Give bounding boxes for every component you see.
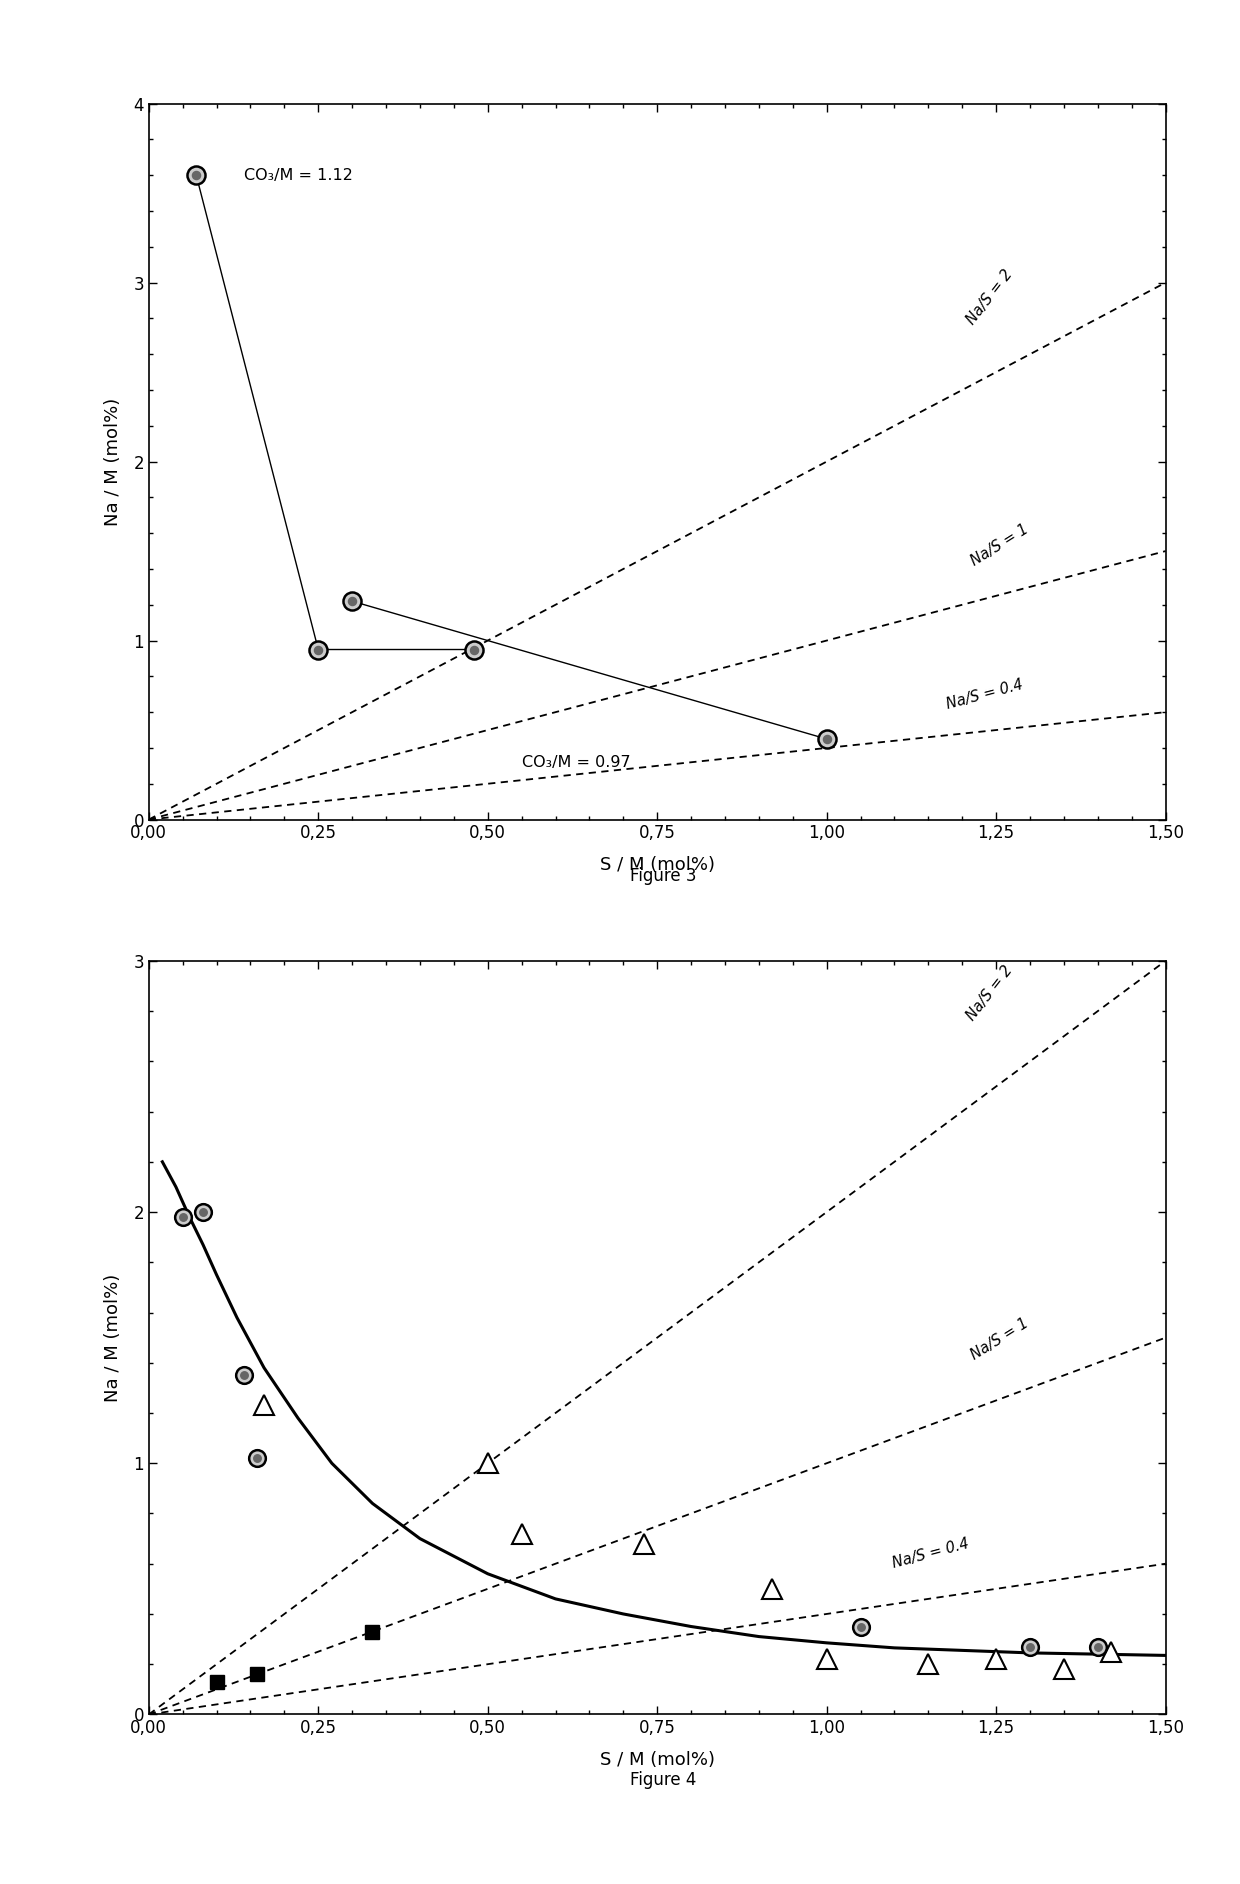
Text: Na/S = 0.4: Na/S = 0.4 — [945, 676, 1024, 712]
Text: Figure 3: Figure 3 — [630, 867, 697, 885]
Y-axis label: Na / M (mol%): Na / M (mol%) — [104, 1274, 123, 1402]
X-axis label: S / M (mol%): S / M (mol%) — [600, 1752, 714, 1769]
Text: CO₃/M = 1.12: CO₃/M = 1.12 — [244, 168, 352, 183]
Text: Na/S = 1: Na/S = 1 — [968, 522, 1030, 569]
Text: Figure 4: Figure 4 — [630, 1771, 697, 1790]
Y-axis label: Na / M (mol%): Na / M (mol%) — [104, 398, 123, 526]
Text: Na/S = 2: Na/S = 2 — [963, 963, 1016, 1023]
Text: Na/S = 1: Na/S = 1 — [968, 1315, 1030, 1362]
X-axis label: S / M (mol%): S / M (mol%) — [600, 857, 714, 874]
Text: CO₃/M = 0.97: CO₃/M = 0.97 — [522, 755, 630, 771]
Text: Na/S = 2: Na/S = 2 — [963, 268, 1016, 328]
Text: Na/S = 0.4: Na/S = 0.4 — [890, 1535, 971, 1571]
